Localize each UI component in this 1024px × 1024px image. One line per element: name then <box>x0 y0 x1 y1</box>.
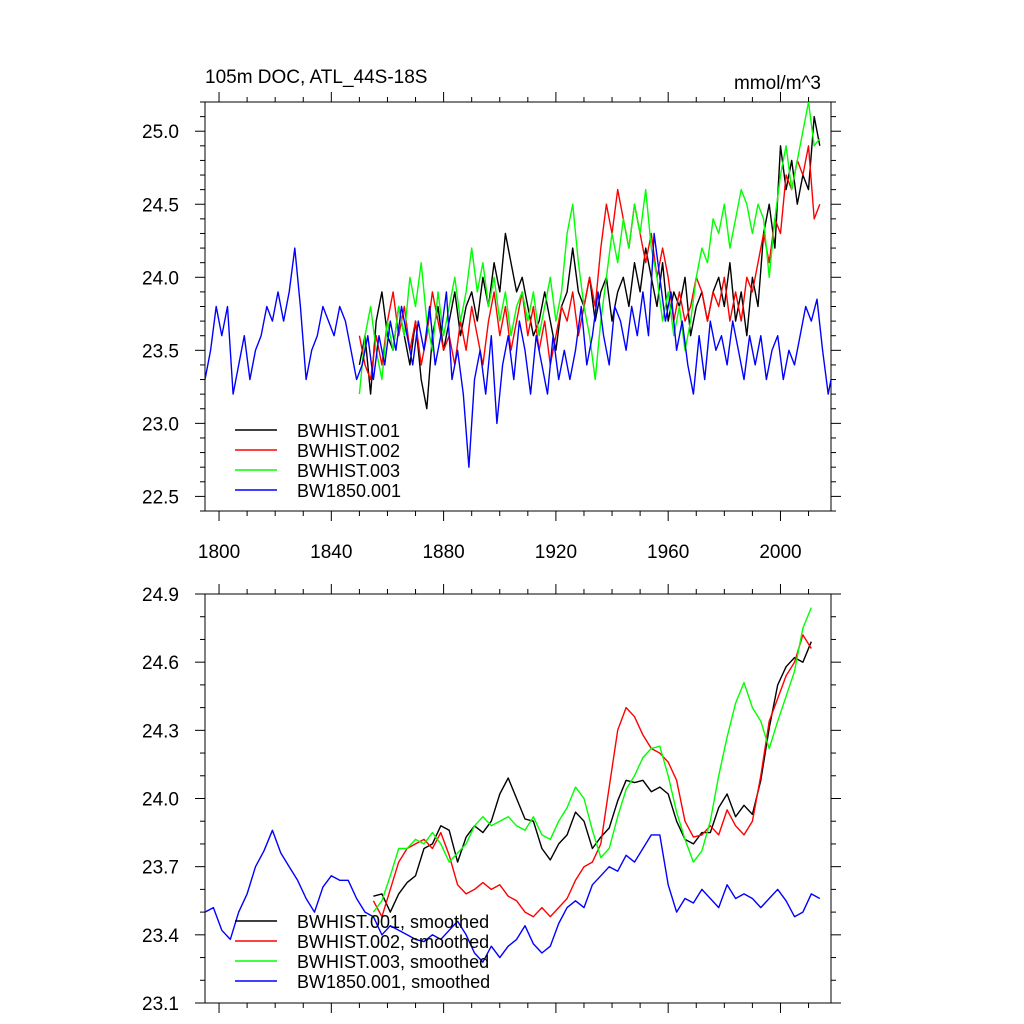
plot-area <box>205 102 831 468</box>
y-tick-label: 23.4 <box>142 926 179 947</box>
legend-label: BWHIST.001 <box>297 421 400 441</box>
series-line-bwhist-002-smoothed <box>372 634 812 918</box>
x-tick-label: 1920 <box>535 542 577 563</box>
y-tick-label: 24.9 <box>142 585 179 606</box>
legend-label: BWHIST.002 <box>297 441 400 461</box>
series-line-bwhist-003 <box>358 102 821 395</box>
legend-label: BWHIST.001, smoothed <box>297 912 489 932</box>
y-tick-label: 24.0 <box>142 790 179 811</box>
legend-label: BW1850.001 <box>297 481 401 501</box>
y-tick-label: 25.0 <box>142 122 179 143</box>
series-line-bw1850-001-smoothed <box>205 829 821 963</box>
legend-label: BWHIST.002, smoothed <box>297 932 489 952</box>
y-tick-label: 24.3 <box>142 721 179 742</box>
chart-panel-1: 1800 1840 1880 1920 1960 2000 22.5 23.0 23.5 24.0… <box>142 67 841 563</box>
x-tick-label: 1880 <box>422 542 464 563</box>
x-tick-label: 2000 <box>759 542 801 563</box>
x-tick-label: 1960 <box>647 542 689 563</box>
plot-area <box>205 607 821 963</box>
x-tick-label: 1840 <box>310 542 352 563</box>
chart-title: 105m DOC, ATL_44S-18S <box>205 67 427 88</box>
y-tick-label: 24.0 <box>142 268 179 289</box>
units-label: mmol/m^3 <box>734 73 821 94</box>
y-tick-label: 22.5 <box>142 487 179 508</box>
y-tick-label: 23.0 <box>142 414 179 435</box>
legend-label: BWHIST.003 <box>297 461 400 481</box>
y-tick-label: 23.5 <box>142 341 179 362</box>
y-tick-label: 24.6 <box>142 653 179 674</box>
series-line-bwhist-001-smoothed <box>373 641 812 913</box>
series-line-bw1850-001 <box>205 232 831 468</box>
x-tick-label: 1800 <box>198 542 240 563</box>
chart-panel-2: 23.1 23.4 23.7 24.0 24.3 24.6 24.9 BWHIST.001, … <box>142 584 841 1015</box>
series-line-bwhist-001 <box>358 115 821 410</box>
y-tick-label: 23.1 <box>142 994 179 1015</box>
y-tick-label: 24.5 <box>142 195 179 216</box>
legend-label: BW1850.001, smoothed <box>297 972 490 992</box>
legend-label: BWHIST.003, smoothed <box>297 952 489 972</box>
series-line-bwhist-003-smoothed <box>372 607 812 913</box>
y-tick-label: 23.7 <box>142 858 179 879</box>
